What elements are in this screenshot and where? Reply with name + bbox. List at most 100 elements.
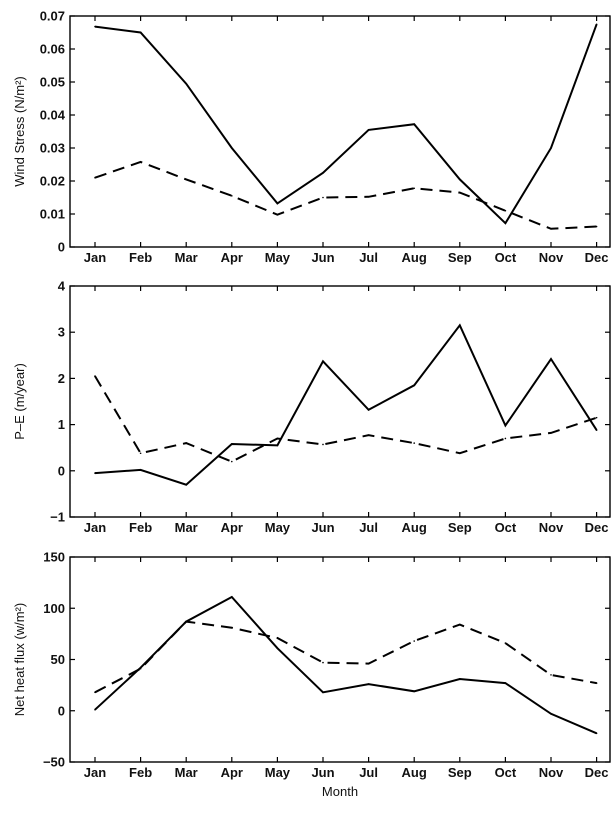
data-point: [94, 708, 96, 711]
data-point: [185, 483, 187, 486]
y-tick-label: 0: [58, 240, 65, 255]
data-point: [550, 147, 552, 149]
x-tick-label: Nov: [539, 250, 564, 265]
data-point: [413, 690, 416, 693]
data-point: [595, 23, 598, 26]
data-point: [413, 187, 416, 190]
data-point: [276, 647, 279, 650]
y-tick-label: 150: [43, 550, 65, 565]
data-point: [459, 452, 461, 455]
data-point: [231, 195, 233, 197]
x-tick-label: Jan: [84, 765, 106, 780]
x-tick-label: Feb: [129, 250, 152, 265]
data-point: [276, 202, 279, 205]
x-tick-label: Dec: [585, 765, 609, 780]
data-point: [322, 691, 324, 694]
y-tick-label: 0.06: [40, 42, 65, 57]
data-point: [550, 228, 552, 230]
data-point: [367, 434, 370, 437]
x-tick-label: Apr: [221, 765, 243, 780]
y-tick-label: 0.04: [40, 108, 66, 123]
data-point: [94, 375, 96, 377]
x-tick-label: Nov: [539, 765, 564, 780]
y-tick-label: −1: [50, 510, 65, 525]
data-point: [367, 662, 370, 665]
y-tick-label: 0.05: [40, 75, 65, 90]
x-tick-label: Mar: [175, 250, 198, 265]
y-tick-label: 0: [58, 463, 65, 478]
y-tick-label: −50: [43, 755, 65, 770]
data-point: [413, 384, 416, 387]
data-point: [231, 460, 233, 463]
data-point: [367, 409, 370, 411]
x-tick-label: Sep: [448, 765, 472, 780]
y-tick-label: 0.07: [40, 9, 65, 24]
data-point: [595, 429, 598, 431]
x-tick-label: Jul: [359, 520, 378, 535]
y-tick-label: 0: [58, 703, 65, 718]
dashed-series-line: [94, 620, 597, 694]
y-tick-label: 2: [58, 371, 65, 386]
data-point: [139, 667, 142, 670]
y-tick-label: 0.01: [40, 207, 65, 222]
x-tick-label: May: [265, 520, 291, 535]
data-point: [459, 678, 461, 680]
data-point: [367, 683, 370, 685]
x-tick-label: Apr: [221, 250, 243, 265]
x-tick-label: Oct: [495, 520, 517, 535]
data-point: [231, 147, 233, 149]
x-tick-label: Sep: [448, 520, 472, 535]
x-tick-label: May: [265, 765, 291, 780]
y-tick-label: 50: [51, 652, 65, 667]
data-point: [550, 674, 552, 676]
x-tick-label: Nov: [539, 520, 564, 535]
x-tick-label: Aug: [402, 765, 427, 780]
data-point: [504, 682, 507, 684]
y-tick-label: 1: [58, 417, 65, 432]
data-point: [94, 176, 96, 179]
data-point: [185, 442, 187, 444]
dashed-series-line: [94, 160, 597, 230]
x-tick-label: Aug: [402, 250, 427, 265]
data-point: [367, 129, 370, 131]
data-point: [459, 623, 461, 626]
plot-frame: [69, 15, 611, 248]
y-tick-label: 0.02: [40, 174, 65, 189]
x-tick-label: Jan: [84, 520, 106, 535]
data-point: [322, 171, 324, 174]
x-tick-label: Mar: [175, 520, 198, 535]
data-point: [595, 225, 598, 228]
plot-frame: [69, 285, 611, 518]
y-axis-label: Wind Stress (N/m²): [12, 76, 27, 187]
data-point: [504, 437, 507, 440]
data-point: [504, 209, 507, 212]
x-tick-label: Feb: [129, 520, 152, 535]
x-tick-label: Oct: [495, 765, 517, 780]
y-tick-label: 0.03: [40, 141, 65, 156]
data-point: [413, 640, 416, 642]
data-point: [276, 437, 279, 440]
data-point: [185, 620, 187, 623]
x-tick-label: Sep: [448, 250, 472, 265]
data-point: [459, 191, 461, 194]
data-point: [322, 443, 324, 446]
data-point: [504, 642, 507, 644]
data-point: [413, 442, 416, 444]
x-tick-label: Jul: [359, 765, 378, 780]
x-tick-label: Aug: [402, 520, 427, 535]
solid-series-line: [94, 595, 597, 735]
x-tick-label: Dec: [585, 520, 609, 535]
data-point: [322, 360, 324, 363]
x-tick-label: Dec: [585, 250, 609, 265]
x-tick-label: Jan: [84, 250, 106, 265]
data-point: [413, 123, 416, 126]
data-point: [231, 596, 233, 598]
y-tick-label: 4: [58, 279, 66, 294]
data-point: [595, 732, 598, 735]
data-point: [94, 691, 96, 694]
x-tick-label: Oct: [495, 250, 517, 265]
data-point: [459, 178, 461, 181]
data-point: [139, 31, 142, 34]
x-tick-label: Feb: [129, 765, 152, 780]
